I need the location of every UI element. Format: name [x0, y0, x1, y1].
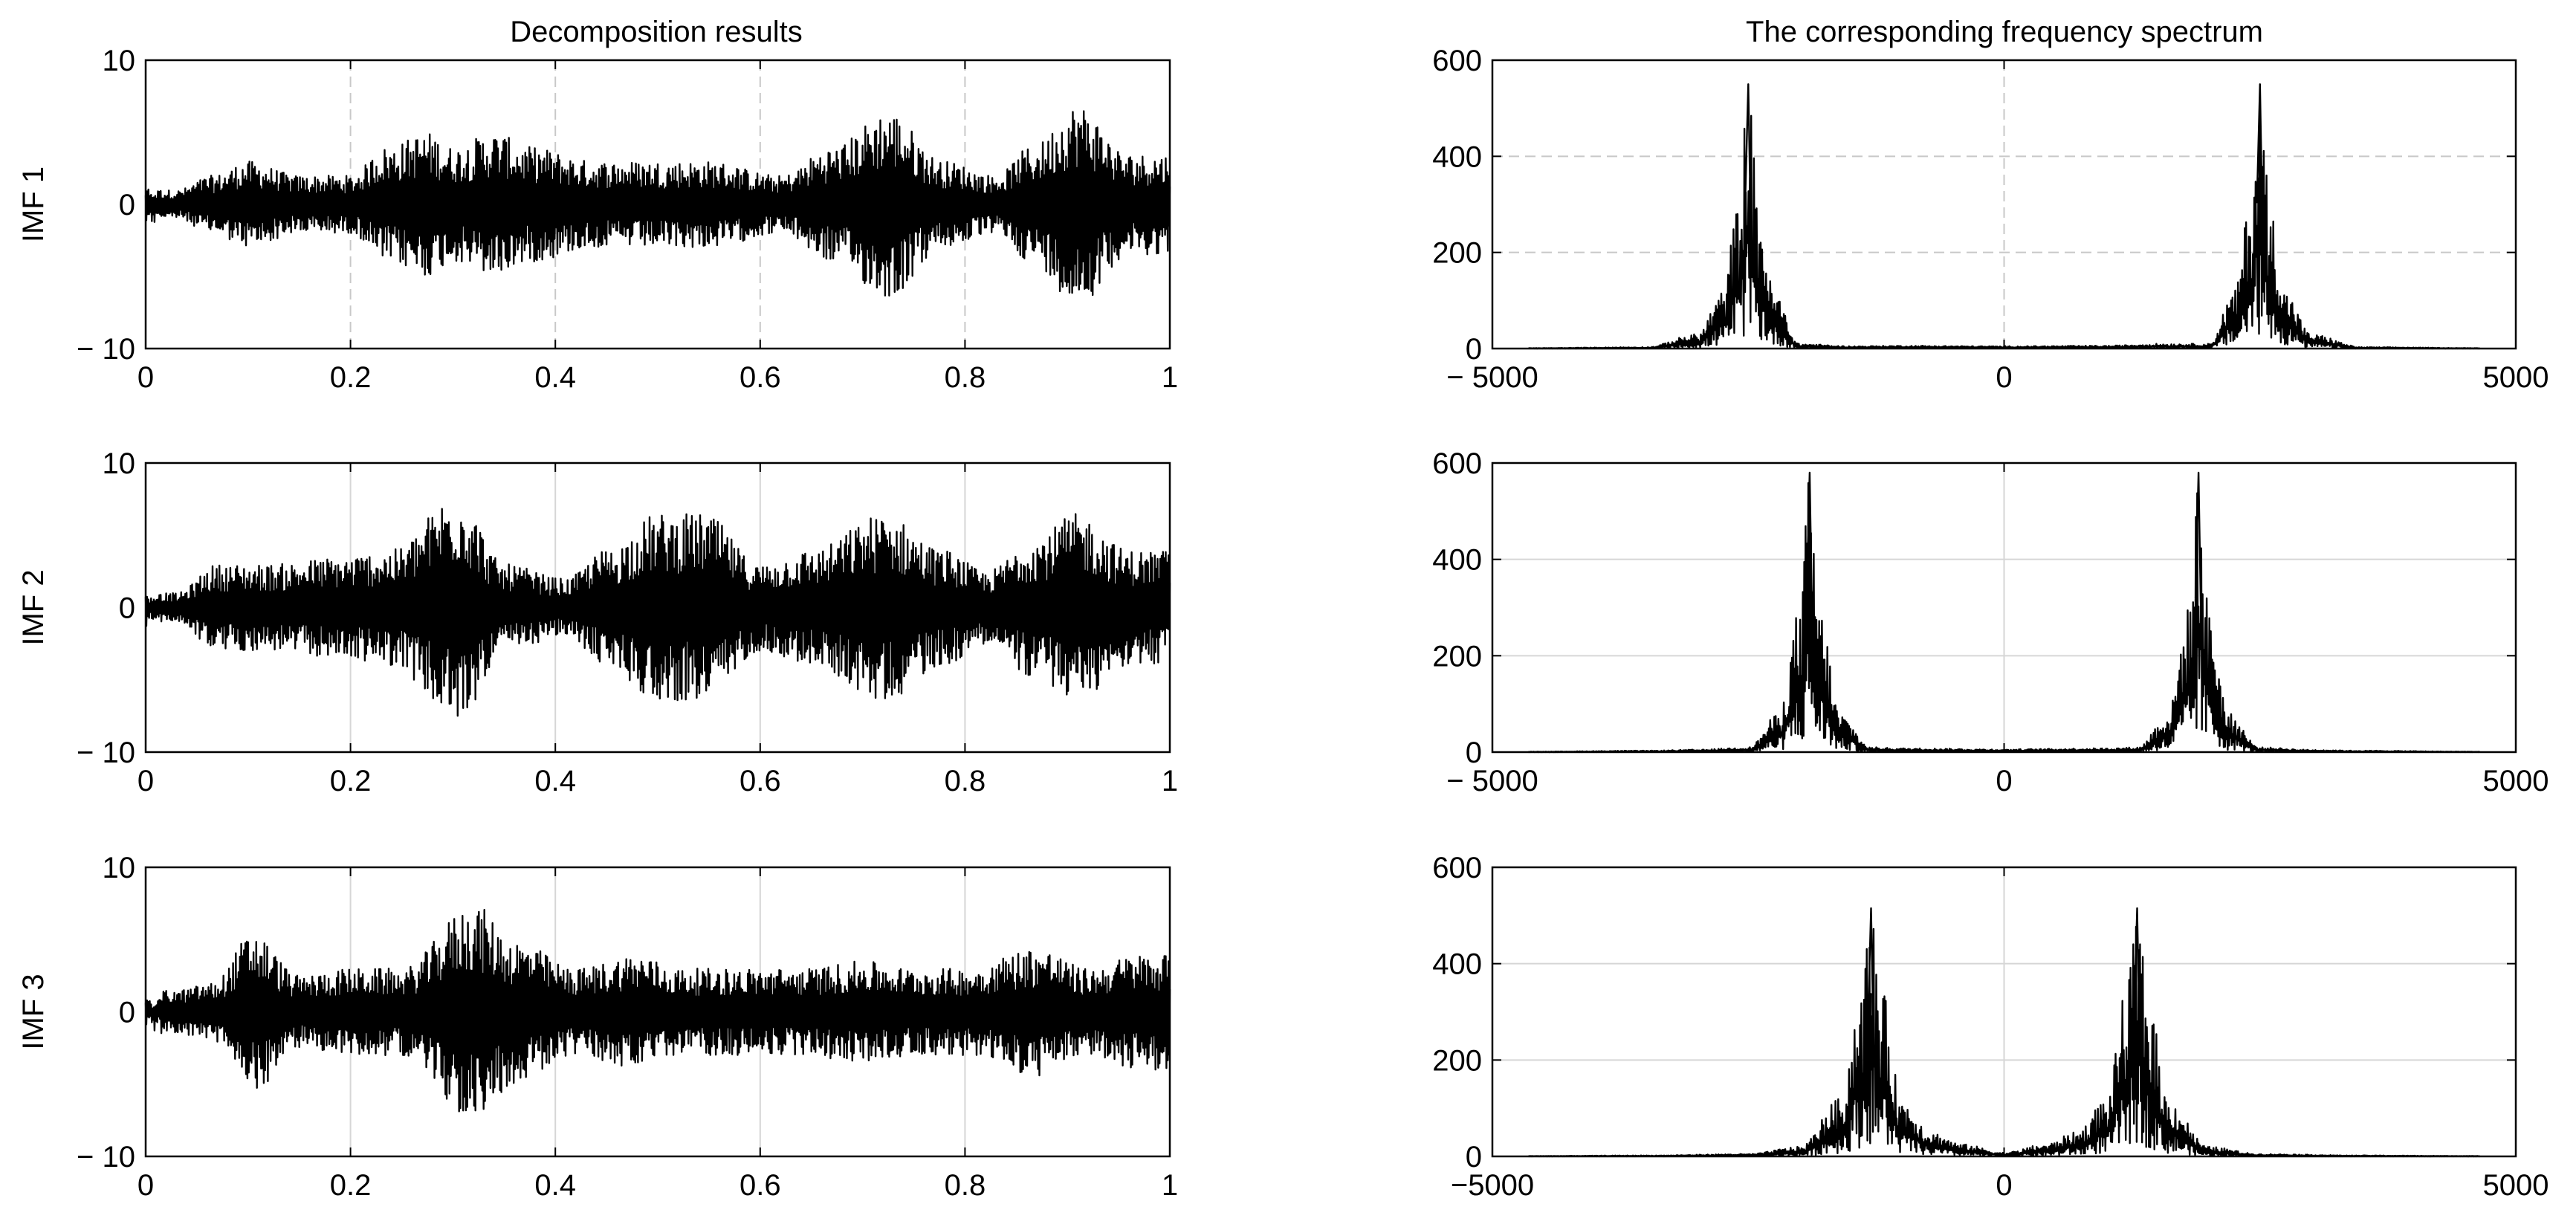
y-axis-label: IMF 1: [17, 166, 50, 242]
y-tick-label: − 10: [77, 736, 135, 769]
x-tick-label: 0.8: [945, 1169, 986, 1202]
left-column-title: Decomposition results: [510, 16, 803, 48]
x-tick-label: 0: [1996, 765, 2012, 797]
x-tick-label: 0.2: [330, 361, 372, 394]
y-tick-label: 600: [1432, 45, 1482, 77]
x-tick-label: 5000: [2483, 1169, 2549, 1202]
y-tick-label: 10: [103, 852, 136, 884]
axes-frame: [1491, 59, 2517, 350]
y-tick-label: 0: [119, 592, 135, 625]
x-tick-label: 0.2: [330, 1169, 372, 1202]
y-tick-label: 0: [119, 997, 135, 1029]
x-tick-label: 5000: [2483, 361, 2549, 394]
x-tick-label: 0.8: [945, 361, 986, 394]
x-tick-label: 1: [1162, 361, 1178, 394]
right-column-title: The corresponding frequency spectrum: [1746, 16, 2263, 48]
y-tick-label: 0: [119, 189, 135, 221]
x-tick-label: 0: [137, 361, 154, 394]
y-tick-label: 400: [1432, 544, 1482, 577]
series-line: [144, 508, 1171, 717]
y-tick-label: 0: [1466, 736, 1482, 769]
y-tick-label: 600: [1432, 447, 1482, 480]
x-tick-label: 0.4: [534, 1169, 576, 1202]
x-tick-label: 0.4: [534, 765, 576, 797]
y-tick-label: − 10: [77, 333, 135, 366]
y-tick-label: 200: [1432, 237, 1482, 270]
y-tick-label: − 10: [77, 1141, 135, 1173]
y-tick-label: 600: [1432, 852, 1482, 884]
y-tick-label: 10: [103, 447, 136, 480]
x-tick-label: −5000: [1451, 1169, 1534, 1202]
y-axis-label: IMF 3: [17, 974, 50, 1049]
y-tick-label: 400: [1432, 948, 1482, 981]
x-tick-label: − 5000: [1446, 361, 1538, 394]
x-tick-label: − 5000: [1446, 765, 1538, 797]
y-tick-label: 0: [1466, 1141, 1482, 1173]
x-tick-label: 1: [1162, 765, 1178, 797]
x-tick-label: 5000: [2483, 765, 2549, 797]
series-line: [144, 909, 1171, 1113]
series-line: [144, 110, 1171, 297]
y-tick-label: 10: [103, 45, 136, 77]
x-tick-label: 0: [1996, 361, 2012, 394]
x-tick-label: 1: [1162, 1169, 1178, 1202]
x-tick-label: 0.6: [740, 1169, 781, 1202]
x-tick-label: 0: [1996, 1169, 2012, 1202]
x-tick-label: 0: [137, 765, 154, 797]
x-tick-label: 0.6: [740, 361, 781, 394]
y-axis-label: IMF 2: [17, 569, 50, 645]
y-tick-label: 200: [1432, 1044, 1482, 1077]
x-tick-label: 0.2: [330, 765, 372, 797]
x-tick-label: 0.4: [534, 361, 576, 394]
x-tick-label: 0: [137, 1169, 154, 1202]
y-tick-label: 0: [1466, 333, 1482, 366]
y-tick-label: 400: [1432, 140, 1482, 173]
y-tick-label: 200: [1432, 640, 1482, 673]
x-tick-label: 0.8: [945, 765, 986, 797]
x-tick-label: 0.6: [740, 765, 781, 797]
